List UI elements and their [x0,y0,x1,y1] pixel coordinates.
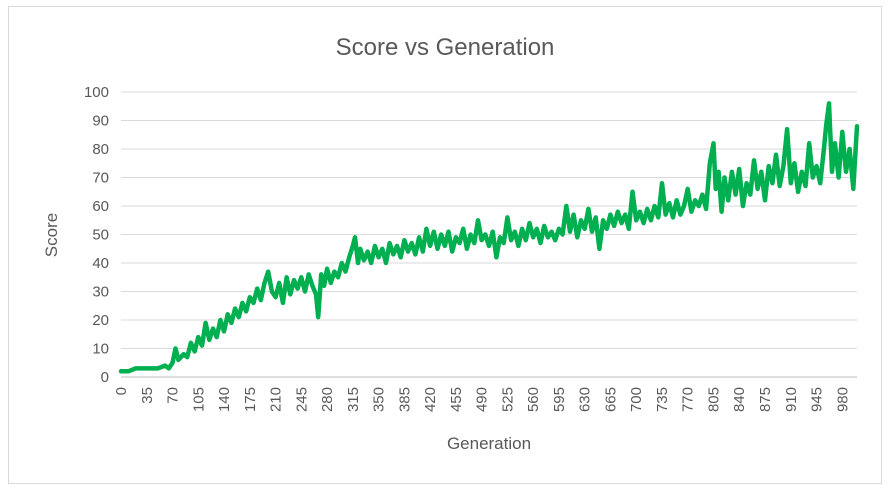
y-tick-label: 80 [92,141,109,158]
x-tick-label: 630 [577,387,594,412]
y-tick-label: 90 [92,113,109,130]
x-tick-label: 140 [216,387,233,412]
x-tick-label: 350 [371,387,388,412]
y-tick-label: 100 [84,84,109,101]
x-tick-label: 700 [628,387,645,412]
x-tick-label: 840 [731,387,748,412]
x-axis-ticks: 0 35 70 105 140 175 210 245 280 315 350 385 420 455 49… [113,387,851,412]
x-tick-label: 770 [680,387,697,412]
y-tick-label: 40 [92,255,109,272]
x-tick-label: 315 [345,387,362,412]
gridlines [121,91,857,378]
y-tick-label: 60 [92,198,109,215]
chart-title: Score vs Generation [336,34,555,61]
x-tick-label: 490 [474,387,491,412]
x-tick-label: 595 [551,387,568,412]
line-chart: Score vs Generation 0 10 20 30 40 50 60 70 80 90 1… [42,34,860,453]
series-layer [118,101,860,374]
y-tick-label: 50 [92,227,109,244]
x-tick-label: 560 [525,387,542,412]
y-axis-label: Score [42,213,61,257]
y-tick-label: 0 [101,369,109,386]
x-tick-label: 980 [834,387,851,412]
x-tick-label: 735 [654,387,671,412]
x-tick-label: 280 [319,387,336,412]
chart-frame: Score vs Generation 0 10 20 30 40 50 60 70 80 90 1… [8,6,882,484]
x-tick-label: 70 [165,387,182,404]
x-tick-label: 665 [602,387,619,412]
y-tick-label: 70 [92,170,109,187]
x-tick-label: 0 [113,387,130,395]
x-axis-label: Generation [447,434,531,453]
x-tick-label: 210 [268,387,285,412]
x-tick-label: 875 [757,387,774,412]
x-tick-label: 455 [448,387,465,412]
x-tick-label: 35 [139,387,156,404]
y-tick-label: 10 [92,341,109,358]
x-tick-label: 525 [499,387,516,412]
series-line-score [118,101,860,374]
y-tick-label: 30 [92,284,109,301]
x-tick-label: 385 [396,387,413,412]
y-axis-ticks: 0 10 20 30 40 50 60 70 80 90 100 [84,84,109,386]
x-tick-label: 245 [293,387,310,412]
x-tick-label: 910 [783,387,800,412]
y-tick-label: 20 [92,312,109,329]
x-tick-label: 945 [809,387,826,412]
x-tick-label: 420 [422,387,439,412]
x-tick-label: 175 [242,387,259,412]
x-tick-label: 105 [190,387,207,412]
x-tick-label: 805 [705,387,722,412]
